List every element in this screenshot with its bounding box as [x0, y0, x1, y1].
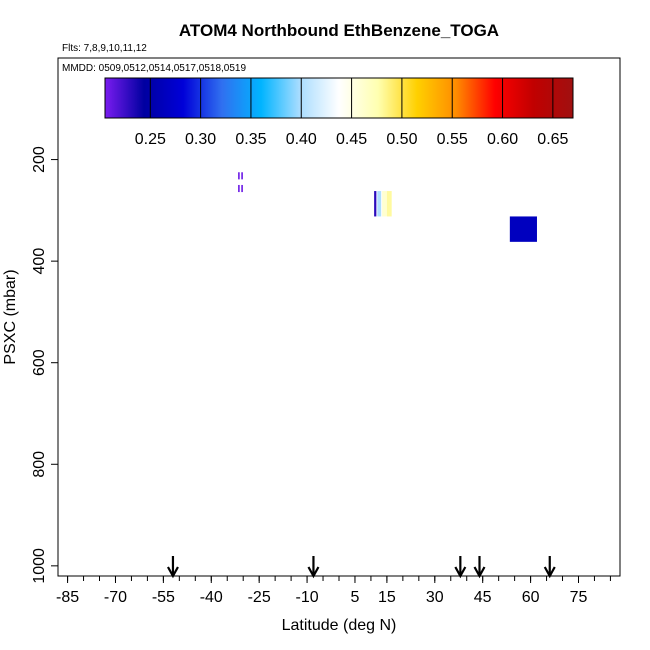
- y-tick-label: 400: [31, 248, 48, 275]
- y-tick-label: 1000: [31, 548, 48, 584]
- y-tick-label: 800: [31, 451, 48, 478]
- colorbar-tick-label: 0.45: [336, 131, 367, 148]
- x-axis-label: Latitude (deg N): [282, 617, 397, 634]
- y-axis: 200 400 600 800 1000: [31, 146, 58, 584]
- x-tick-label: -85: [56, 589, 79, 606]
- data-cells: [238, 172, 537, 242]
- data-cell: [377, 191, 382, 217]
- data-cell: [241, 172, 243, 180]
- latitude-arrow-head: [307, 566, 320, 579]
- x-tick-label: 45: [474, 589, 492, 606]
- latitude-arrow-head: [473, 566, 486, 579]
- data-cell: [509, 216, 537, 242]
- colorbar-tick-label: 0.30: [185, 131, 216, 148]
- colorbar-tick-label: 0.55: [437, 131, 468, 148]
- chart-subtitle-flights: Flts: 7,8,9,10,11,12: [62, 43, 147, 54]
- x-tick-label: 15: [378, 589, 396, 606]
- colorbar-tick-label: 0.50: [386, 131, 417, 148]
- x-tick-label: -70: [104, 589, 127, 606]
- x-tick-label: -40: [200, 589, 223, 606]
- y-tick-label: 200: [31, 146, 48, 173]
- chart-subtitle-dates: MMDD: 0509,0512,0514,0517,0518,0519: [62, 63, 246, 74]
- x-axis: -85 -70 -55 -40 -25 -10 5 15 30 45 60 75: [56, 576, 611, 606]
- latitude-arrow-head: [454, 566, 467, 579]
- latitude-arrow-head: [166, 566, 179, 579]
- colorbar-tick-label: 0.40: [286, 131, 317, 148]
- chart-title: ATOM4 Northbound EthBenzene_TOGA: [179, 21, 499, 40]
- colorbar-tick-label: 0.35: [235, 131, 266, 148]
- latitude-arrow-head: [543, 566, 556, 579]
- data-cell: [238, 172, 240, 180]
- colorbar-tick-label: 0.60: [487, 131, 518, 148]
- latitude-arrows: [166, 556, 556, 579]
- x-tick-label: -25: [248, 589, 271, 606]
- x-tick-label: 60: [522, 589, 540, 606]
- colorbar-ticks: 0.25 0.30 0.35 0.40 0.45 0.50 0.55 0.60 0.65: [135, 78, 569, 148]
- data-cell: [238, 184, 240, 193]
- colorbar-tick-label: 0.65: [537, 131, 568, 148]
- x-tick-label: 75: [570, 589, 588, 606]
- data-cell: [382, 191, 387, 217]
- data-cell: [386, 191, 392, 217]
- y-tick-label: 600: [31, 349, 48, 376]
- x-tick-label: -55: [152, 589, 175, 606]
- data-cell: [241, 184, 243, 193]
- y-axis-label: PSXC (mbar): [2, 269, 19, 364]
- data-cell: [374, 191, 377, 217]
- x-tick-label: 30: [426, 589, 444, 606]
- x-tick-label: -10: [296, 589, 319, 606]
- x-tick-label: 5: [351, 589, 360, 606]
- colorbar-tick-label: 0.25: [135, 131, 166, 148]
- colorbar: [104, 77, 574, 119]
